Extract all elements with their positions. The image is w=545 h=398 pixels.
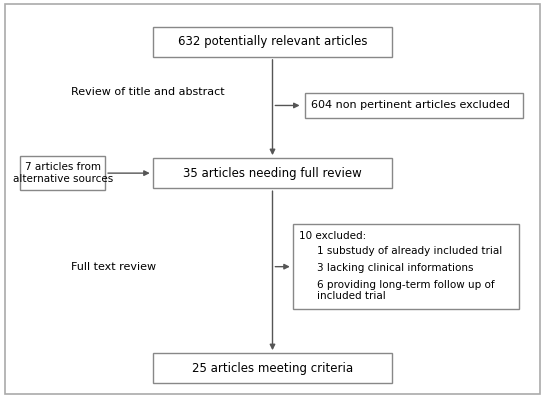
FancyBboxPatch shape bbox=[153, 353, 392, 383]
Text: 604 non pertinent articles excluded: 604 non pertinent articles excluded bbox=[311, 100, 510, 111]
FancyBboxPatch shape bbox=[293, 224, 519, 310]
Text: 632 potentially relevant articles: 632 potentially relevant articles bbox=[178, 35, 367, 48]
Text: 3 lacking clinical informations: 3 lacking clinical informations bbox=[318, 263, 474, 273]
FancyBboxPatch shape bbox=[305, 92, 523, 118]
FancyBboxPatch shape bbox=[21, 156, 105, 190]
Text: 1 substudy of already included trial: 1 substudy of already included trial bbox=[318, 246, 502, 256]
Text: 7 articles from
alternative sources: 7 articles from alternative sources bbox=[13, 162, 113, 184]
Text: 35 articles needing full review: 35 articles needing full review bbox=[183, 167, 362, 179]
Text: Review of title and abstract: Review of title and abstract bbox=[71, 86, 225, 97]
Text: 25 articles meeting criteria: 25 articles meeting criteria bbox=[192, 362, 353, 375]
Text: Full text review: Full text review bbox=[71, 261, 156, 272]
FancyBboxPatch shape bbox=[153, 27, 392, 57]
Text: 6 providing long-term follow up of
included trial: 6 providing long-term follow up of inclu… bbox=[318, 279, 495, 301]
Text: 10 excluded:: 10 excluded: bbox=[300, 231, 367, 241]
FancyBboxPatch shape bbox=[153, 158, 392, 188]
